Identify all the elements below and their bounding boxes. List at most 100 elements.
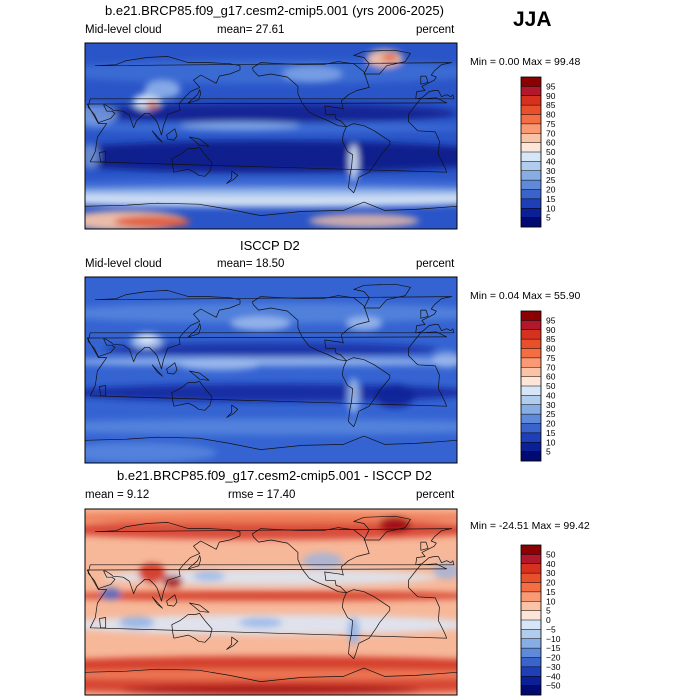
panel3-coastline	[189, 602, 210, 613]
panel3-field-blob	[193, 571, 225, 582]
panel2-colorbar-label: 80	[546, 344, 556, 354]
panel2-colorbar-swatch	[521, 432, 541, 443]
panel2-field-band	[85, 383, 457, 402]
panel1-field-band	[85, 140, 457, 173]
panel3-units-label: percent	[416, 489, 455, 501]
panel1-colorbar-swatch	[521, 105, 541, 115]
panel1-colorbar-label: 25	[546, 175, 556, 185]
panel1-field-blob	[381, 53, 398, 62]
panel1-left-label: Mid-level cloud	[85, 24, 162, 36]
panel1-colorbar-label: 95	[546, 81, 556, 91]
panel2-field-blob	[230, 316, 291, 331]
panel2-coastline	[341, 357, 391, 428]
panel1-coastline	[85, 201, 457, 229]
panel1-colorbar-label: 70	[546, 128, 556, 138]
panel2-coastline	[226, 404, 239, 418]
panel3-minmax: Min = -24.51 Max = 99.42	[470, 520, 590, 532]
panel1-colorbar-label: 60	[546, 138, 556, 148]
panel3-coastline	[353, 515, 411, 541]
panel2-colorbar-swatch	[521, 376, 541, 387]
panel3-colorbar-swatch	[521, 582, 541, 593]
panel2-field-blob	[85, 442, 217, 463]
panel3-colorbar-label: 0	[546, 615, 551, 625]
panel3-colorbar-label: 50	[546, 549, 556, 559]
panel1-coastline	[252, 61, 370, 128]
panel1-field-blob	[85, 105, 118, 126]
panel1-title: b.e21.BRCP85.f09_g17.cesm2-cmip5.001 (yr…	[105, 3, 444, 18]
panel1-coastline	[341, 123, 391, 194]
panel2-coastline	[189, 370, 210, 381]
panel1-coastline	[151, 130, 163, 143]
panel2-map-frame	[84, 276, 458, 464]
panel3-colorbar-label: −40	[546, 671, 561, 681]
panel1-colorbar-label: 50	[546, 147, 556, 157]
panel3-colorbar-swatch	[521, 601, 541, 611]
panel1-map	[84, 42, 458, 230]
panel1-coastline	[226, 170, 239, 184]
panel3-coastline	[85, 667, 457, 695]
panel2-coastline	[187, 323, 202, 338]
panel1-minmax: Min = 0.00 Max = 99.48	[470, 56, 581, 68]
panel2-colorbar-swatch	[521, 395, 541, 406]
panel3-field-blob	[162, 575, 183, 588]
panel2-colorbar-label: 30	[546, 400, 556, 410]
panel1-colorbar-label: 75	[546, 119, 556, 129]
panel2-colorbar-label: 15	[546, 428, 556, 438]
panel3-field-band	[122, 684, 420, 695]
panel3-field-blob	[302, 552, 343, 569]
panel3-field-band	[85, 590, 457, 601]
panel1-colorbar-label: 85	[546, 100, 556, 110]
panel2-coastline	[151, 364, 163, 377]
panel3-colorbar-swatch	[521, 573, 541, 583]
panel3-colorbar-swatch	[521, 685, 541, 696]
panel2-title: ISCCP D2	[240, 238, 300, 253]
panel1-coastline	[99, 151, 107, 163]
panel2-field-band	[103, 342, 439, 357]
panel2-colorbar-swatch	[521, 339, 541, 349]
panel1-colorbar-swatch	[521, 180, 541, 190]
panel3-coastline	[166, 594, 178, 607]
panel2-coastline	[353, 283, 411, 309]
panel2-coastline	[420, 309, 429, 319]
panel2-colorbar-swatch	[521, 357, 541, 368]
panel1-field-blob	[85, 144, 101, 169]
panel1-colorbar-swatch	[521, 77, 541, 87]
panel1-colorbar-label: 80	[546, 110, 556, 120]
panel1-colorbar-label: 20	[546, 185, 556, 195]
panel2-colorbar-swatch	[521, 423, 541, 434]
panel3-coastline	[171, 613, 213, 643]
panel3-colorbar-swatch	[521, 591, 541, 602]
panel1-field-blob	[144, 80, 181, 99]
panel2-colorbar-swatch	[521, 451, 541, 462]
panel3-colorbar-label: −10	[546, 634, 561, 644]
panel3-colorbar-label: 40	[546, 559, 556, 569]
panel2-colorbar-swatch	[521, 386, 541, 396]
panel3-colorbar-swatch	[521, 638, 541, 649]
panel1-coastline	[187, 89, 202, 104]
panel1-field-band	[85, 103, 457, 124]
panel2-field-blob	[347, 377, 360, 414]
panel3-coastline	[226, 636, 239, 650]
panel3-colorbar-swatch	[521, 620, 541, 630]
panel2-coastline	[87, 290, 455, 370]
panel3-mean-label: mean = 9.12	[85, 489, 150, 501]
panel3-colorbar-label: 20	[546, 578, 556, 588]
panel1-colorbar-label: 40	[546, 156, 556, 166]
panel1-coastline	[420, 75, 429, 85]
panel1-field-band	[85, 187, 457, 196]
panel1-colorbar-swatch	[521, 142, 541, 153]
panel2-units-label: percent	[416, 258, 455, 270]
panel1-colorbar-label: 10	[546, 203, 556, 213]
panel1-colorbar-swatch	[521, 217, 541, 228]
panel3-coastline	[99, 617, 107, 629]
panel2-coastline	[166, 362, 178, 375]
panel3-map	[84, 508, 458, 696]
panel1-field-band	[85, 59, 457, 84]
panel1-colorbar-swatch	[521, 208, 541, 218]
panel3-colorbar-label: −15	[546, 643, 561, 653]
panel3-field-band	[85, 511, 457, 524]
panel3-colorbar-swatch	[521, 676, 541, 686]
panel1-field-blob	[146, 101, 159, 109]
panel3-colorbar-label: −50	[546, 681, 561, 691]
